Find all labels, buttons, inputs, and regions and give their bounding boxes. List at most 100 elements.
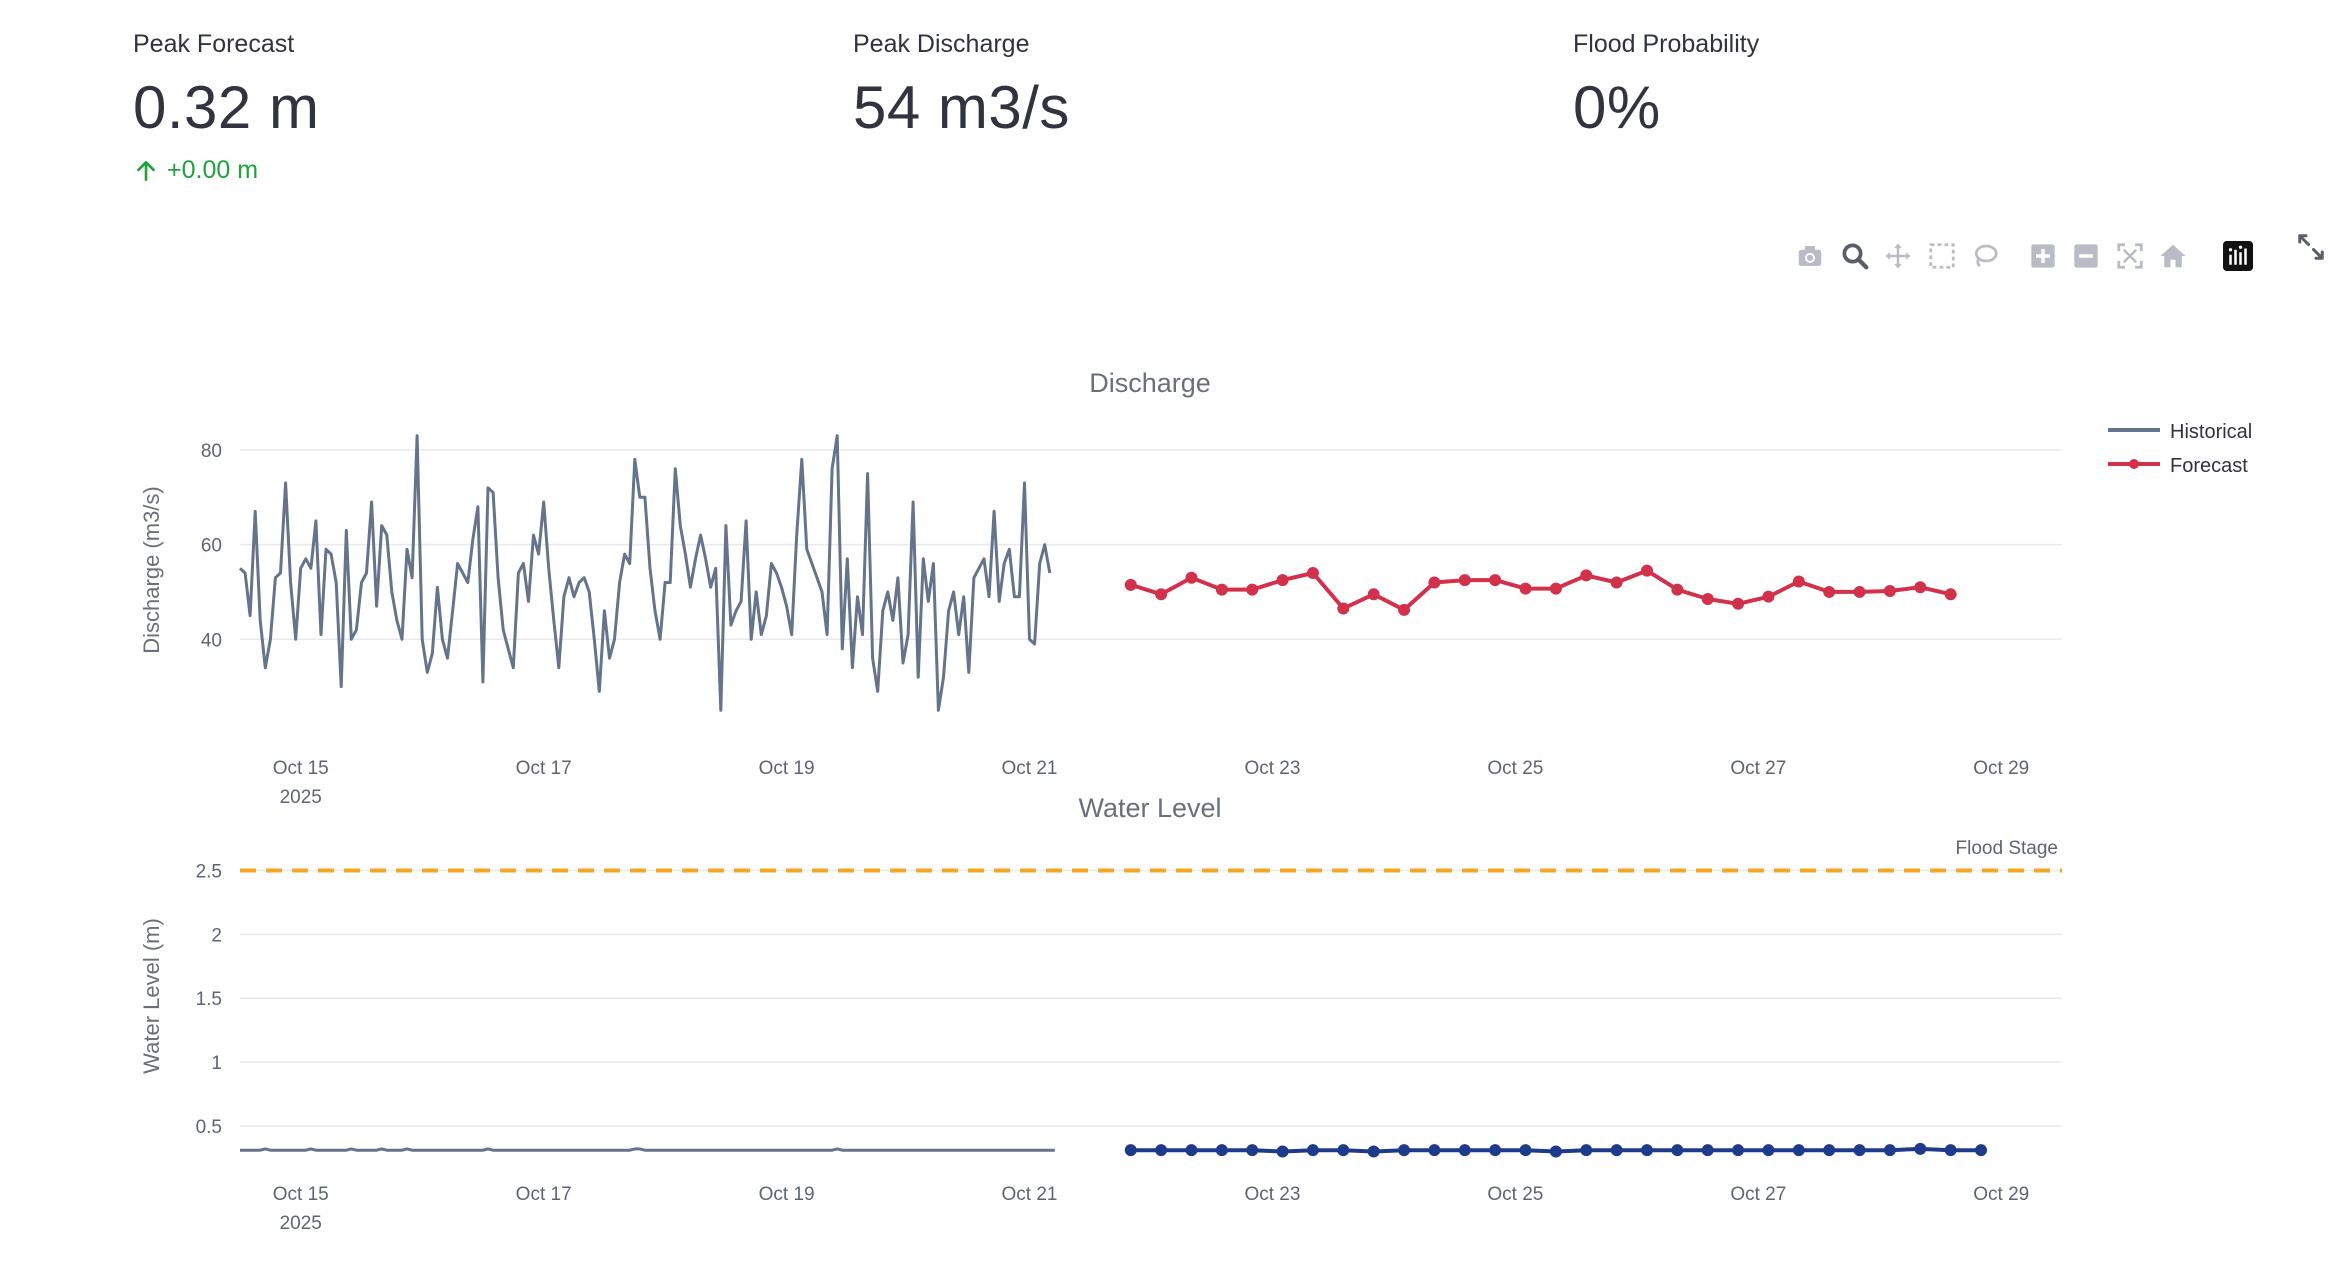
discharge-forecast-point — [1155, 588, 1168, 601]
discharge-forecast-point — [1428, 576, 1441, 589]
discharge-forecast-point — [1853, 585, 1866, 598]
y-tick-label: 2.5 — [196, 862, 222, 883]
x-tick-label: Oct 23 — [1244, 758, 1300, 779]
discharge-historical-line — [238, 434, 1052, 712]
x-tick-year-label: 2025 — [280, 787, 322, 808]
x-tick-label: Oct 17 — [516, 758, 572, 779]
discharge-forecast-point — [1306, 567, 1319, 579]
water-level-forecast-point — [1671, 1144, 1684, 1157]
metric-value: 0% — [1573, 74, 1661, 141]
water-level-forecast-point — [1155, 1144, 1168, 1157]
x-tick-label: Oct 25 — [1487, 758, 1543, 779]
legend: Historical Forecast — [2108, 421, 2252, 477]
water-level-forecast-point — [1398, 1144, 1411, 1157]
pan-icon[interactable] — [1880, 238, 1916, 274]
discharge-forecast-point — [1610, 576, 1623, 589]
water-level-plot: 0.5 1 1.5 2 2.5 Oct 15 2025 Oct 17 Oct 19 Oct 21 O… — [196, 862, 2062, 1234]
water-level-forecast-point — [1580, 1144, 1593, 1157]
water-level-forecast-point — [1823, 1144, 1836, 1157]
y-tick-label: 40 — [201, 630, 222, 651]
water-level-forecast-point — [1489, 1144, 1502, 1157]
discharge-y-axis-label: Discharge (m3/s) — [139, 486, 164, 653]
x-tick-label: Oct 19 — [759, 758, 815, 779]
discharge-forecast-point — [1337, 602, 1350, 615]
discharge-forecast-point — [1701, 593, 1714, 606]
discharge-forecast-point — [1276, 574, 1289, 587]
legend-historical-label: Historical — [2170, 421, 2252, 443]
discharge-plot: 40 60 80 Oct 15 2025 Oct 17 Oct 19 Oct 21 Oct 23… — [201, 434, 2062, 808]
water-level-forecast-point — [1549, 1145, 1562, 1158]
water-level-historical-line — [240, 1147, 1055, 1152]
water-level-forecast-point — [1124, 1144, 1137, 1157]
box-select-icon[interactable] — [1924, 238, 1960, 274]
water-level-forecast-point — [1975, 1144, 1988, 1157]
camera-icon[interactable] — [1792, 238, 1828, 274]
x-tick-label: Oct 23 — [1244, 1184, 1300, 1205]
discharge-forecast-point — [1367, 588, 1380, 601]
y-tick-label: 60 — [201, 536, 222, 557]
legend-forecast-label: Forecast — [2170, 455, 2248, 477]
metric-delta: +0.00 m — [133, 156, 319, 185]
x-tick-label: Oct 21 — [1002, 758, 1058, 779]
water-level-forecast-point — [1458, 1144, 1471, 1157]
y-tick-label: 1.5 — [196, 989, 222, 1010]
water-level-forecast-point — [1306, 1144, 1319, 1157]
x-tick-year-label: 2025 — [280, 1213, 322, 1234]
x-tick-label: Oct 19 — [759, 1184, 815, 1205]
water-level-forecast-point — [1246, 1144, 1259, 1157]
water-level-forecast-point — [1640, 1144, 1653, 1157]
water-level-forecast-point — [1610, 1144, 1623, 1157]
y-tick-label: 0.5 — [196, 1117, 222, 1138]
plotly-logo-icon[interactable] — [2220, 238, 2256, 274]
metric-flood-probability: Flood Probability 0% — [1573, 30, 1759, 142]
x-tick-label: Oct 25 — [1487, 1184, 1543, 1205]
water-level-forecast-point — [1519, 1144, 1532, 1157]
water-level-forecast-point — [1367, 1145, 1380, 1158]
x-tick-label: Oct 17 — [516, 1184, 572, 1205]
y-tick-label: 2 — [211, 925, 222, 946]
fullscreen-icon[interactable] — [2296, 232, 2326, 262]
discharge-forecast-point — [1640, 564, 1653, 577]
metric-peak-discharge: Peak Discharge 54 m3/s — [853, 30, 1070, 142]
metric-label: Flood Probability — [1573, 30, 1760, 58]
water-level-forecast-point — [1428, 1144, 1441, 1157]
water-level-y-axis-label: Water Level (m) — [139, 918, 164, 1074]
metric-label: Peak Forecast — [133, 30, 295, 58]
discharge-forecast-point — [1944, 588, 1957, 601]
water-level-forecast-point — [1337, 1144, 1350, 1157]
autoscale-icon[interactable] — [2112, 238, 2148, 274]
water-level-forecast-point — [1762, 1144, 1775, 1157]
discharge-forecast-point — [1671, 583, 1684, 596]
water-level-forecast-point — [1185, 1144, 1198, 1157]
discharge-chart-title: Discharge — [1089, 368, 1211, 398]
discharge-forecast-point — [1549, 582, 1562, 595]
discharge-forecast-point — [1762, 590, 1775, 603]
discharge-forecast-point — [1580, 569, 1593, 582]
water-level-forecast-point — [1883, 1144, 1896, 1157]
x-tick-label: Oct 29 — [1973, 1184, 2029, 1205]
reset-axes-icon[interactable] — [2155, 238, 2191, 274]
flood-stage-annotation: Flood Stage — [1956, 838, 2058, 859]
zoom-in-icon[interactable] — [2025, 238, 2061, 274]
x-tick-label: Oct 29 — [1973, 758, 2029, 779]
discharge-forecast-point — [1823, 585, 1836, 598]
water-level-forecast-point — [1215, 1144, 1228, 1157]
water-level-forecast-point — [1944, 1144, 1957, 1157]
x-tick-label: Oct 21 — [1002, 1184, 1058, 1205]
zoom-icon[interactable] — [1837, 238, 1873, 274]
metric-delta-text: +0.00 m — [167, 156, 259, 184]
y-tick-label: 80 — [201, 441, 222, 462]
discharge-forecast-point — [1398, 603, 1411, 616]
water-level-chart-title: Water Level — [1078, 793, 1221, 823]
x-tick-label: Oct 15 — [273, 758, 329, 779]
discharge-forecast-point — [1792, 575, 1805, 588]
metric-value: 0.32 m — [133, 74, 320, 141]
metric-value: 54 m3/s — [853, 74, 1070, 141]
discharge-forecast-point — [1732, 597, 1745, 610]
zoom-out-icon[interactable] — [2068, 238, 2104, 274]
water-level-forecast-point — [1732, 1144, 1745, 1157]
lasso-select-icon[interactable] — [1967, 238, 2003, 274]
x-tick-label: Oct 27 — [1730, 758, 1786, 779]
metric-label: Peak Discharge — [853, 30, 1030, 58]
